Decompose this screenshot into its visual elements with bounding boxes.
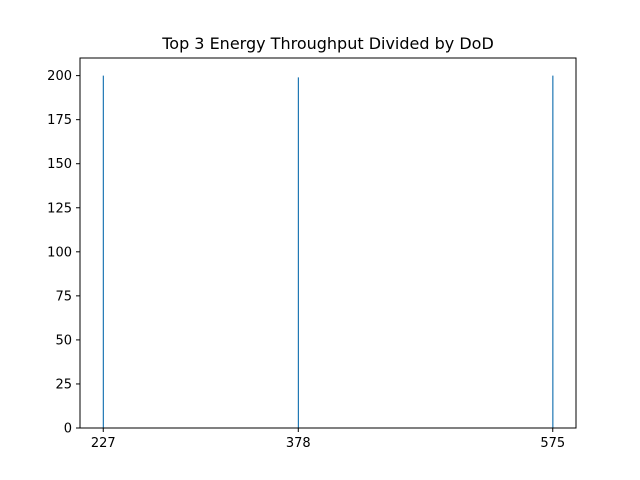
x-tick-label: 575	[540, 436, 565, 451]
x-tick-label: 227	[91, 436, 116, 451]
chart-title: Top 3 Energy Throughput Divided by DoD	[161, 34, 494, 53]
plot-frame	[79, 57, 577, 429]
bar	[552, 75, 554, 428]
y-tick-label: 75	[55, 289, 72, 304]
y-tick-label: 0	[64, 422, 72, 437]
y-tick-label: 25	[55, 377, 72, 392]
bar	[297, 77, 299, 428]
y-tick-label: 125	[47, 201, 72, 216]
y-tick-label: 150	[47, 157, 72, 172]
bars	[102, 75, 554, 428]
y-axis: 0 25 50 75 100 125 150 175 200	[47, 69, 80, 437]
y-tick-label: 100	[47, 245, 72, 260]
x-tick-label: 378	[286, 436, 311, 451]
bar	[102, 75, 104, 428]
y-tick-label: 175	[47, 113, 72, 128]
x-axis: 227 378 575	[91, 428, 565, 451]
y-tick-label: 50	[55, 333, 72, 348]
y-tick-label: 200	[47, 69, 72, 84]
